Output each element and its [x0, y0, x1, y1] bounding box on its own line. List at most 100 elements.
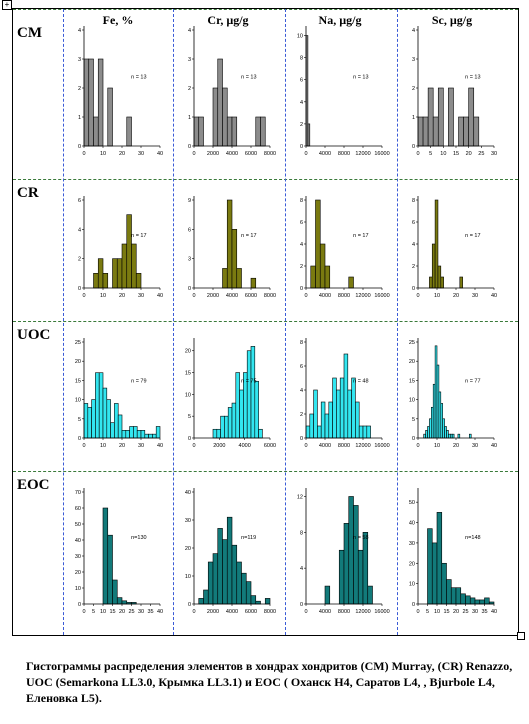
- histogram-bar: [121, 243, 128, 289]
- y-tick-label: 0: [412, 144, 415, 150]
- column-header-fe: Fe, %: [102, 13, 134, 27]
- y-tick-label: 20: [75, 570, 81, 576]
- sample-size-label: n = 13: [241, 75, 256, 81]
- histogram-bar: [97, 258, 104, 289]
- x-tick-label: 8000: [264, 609, 276, 615]
- histogram-cr-4: 0 10 20 30 40 0 2 4 6 n = 17: [78, 196, 163, 299]
- y-tick-label: 50: [75, 522, 81, 528]
- histogram-bar: [255, 600, 261, 605]
- y-tick-label: 10: [297, 34, 303, 40]
- x-tick-label: 10: [434, 293, 440, 299]
- histogram-cr-7: 0 10 20 30 40 0 2 4 6 8 n = 17: [412, 196, 497, 299]
- y-tick-label: 1: [78, 115, 81, 121]
- histogram-bar: [116, 597, 123, 605]
- histogram-bar: [351, 377, 356, 439]
- histogram-bar: [366, 425, 371, 439]
- histogram-bar: [133, 426, 138, 439]
- histogram-bar: [437, 87, 444, 147]
- histogram-bar: [448, 87, 454, 147]
- y-tick-label: 6: [412, 220, 415, 226]
- histogram-bar: [459, 276, 463, 289]
- histogram-bar: [235, 372, 240, 439]
- histogram-bar: [198, 116, 204, 147]
- x-tick-label: 40: [157, 609, 163, 615]
- histogram-bar: [126, 214, 132, 289]
- histogram-bar: [216, 428, 221, 439]
- x-tick-label: 10: [100, 609, 106, 615]
- x-tick-label: 5: [426, 609, 429, 615]
- y-tick-label: 2: [412, 264, 415, 270]
- histogram-bar: [203, 589, 209, 605]
- move-handle-icon[interactable]: +: [2, 0, 12, 10]
- resize-handle[interactable]: [517, 632, 525, 640]
- column-header-cr: Cr, µg/g: [207, 13, 249, 27]
- y-tick-label: 4: [412, 242, 415, 248]
- x-tick-label: 10: [434, 609, 440, 615]
- histogram-bar: [336, 389, 341, 439]
- y-tick-label: 20: [409, 359, 415, 365]
- x-tick-label: 4000: [226, 609, 238, 615]
- x-tick-label: 0: [192, 609, 195, 615]
- row-divider: [13, 471, 518, 472]
- histogram-bar: [112, 258, 118, 289]
- x-tick-label: 0: [82, 443, 85, 449]
- histogram-bar: [315, 199, 321, 289]
- x-tick-label: 0: [416, 443, 419, 449]
- x-tick-label: 20: [466, 151, 472, 157]
- y-tick-label: 3: [412, 57, 415, 63]
- histogram-bar: [450, 587, 457, 605]
- x-tick-label: 10: [100, 443, 106, 449]
- y-tick-label: 6: [300, 78, 303, 84]
- y-tick-label: 50: [409, 500, 415, 506]
- x-tick-label: 4000: [226, 151, 238, 157]
- histogram-bar: [367, 585, 373, 605]
- y-tick-label: 5: [78, 417, 81, 423]
- y-tick-label: 8: [300, 198, 303, 204]
- x-tick-label: 40: [491, 293, 497, 299]
- y-tick-label: 10: [185, 392, 191, 398]
- x-tick-label: 2000: [213, 443, 225, 449]
- x-tick-label: 35: [481, 609, 487, 615]
- histogram-bar: [126, 116, 132, 147]
- y-tick-label: 4: [78, 28, 81, 34]
- y-tick-label: 40: [75, 538, 81, 544]
- histogram-bar: [353, 505, 359, 605]
- histogram-bar: [131, 243, 137, 289]
- sample-size-label: n=148: [465, 535, 480, 541]
- y-tick-label: 0: [300, 286, 303, 292]
- histogram-bar: [436, 512, 443, 605]
- histogram-bar: [254, 380, 259, 439]
- x-tick-label: 25: [478, 151, 484, 157]
- histogram-bar: [212, 87, 219, 147]
- histogram-eoc-13: 0 2000 4000 6000 8000 0 10 20 30 40 n=119: [185, 488, 276, 615]
- column-divider: [397, 9, 398, 635]
- histogram-bar: [348, 276, 354, 289]
- x-tick-label: 15: [443, 609, 449, 615]
- x-tick-label: 4000: [239, 443, 251, 449]
- histogram-bar: [226, 199, 233, 289]
- histogram-bar: [155, 426, 161, 439]
- histogram-bar: [148, 433, 153, 439]
- x-tick-label: 6000: [245, 609, 257, 615]
- x-tick-label: 4000: [319, 293, 331, 299]
- sample-size-label: n = 17: [465, 233, 480, 239]
- x-tick-label: 0: [192, 443, 195, 449]
- y-tick-label: 1: [412, 115, 415, 121]
- x-tick-label: 0: [304, 293, 307, 299]
- histogram-bar: [319, 243, 326, 289]
- histogram-bar: [136, 430, 142, 439]
- x-tick-label: 12000: [355, 151, 370, 157]
- histogram-bar: [441, 562, 447, 605]
- histogram-bar: [484, 597, 490, 605]
- y-tick-label: 2: [78, 257, 81, 263]
- x-tick-label: 16000: [374, 293, 389, 299]
- x-tick-label: 35: [147, 609, 153, 615]
- x-tick-label: 15: [109, 609, 115, 615]
- y-tick-label: 20: [185, 546, 191, 552]
- x-tick-label: 30: [472, 609, 478, 615]
- x-tick-label: 16000: [374, 151, 389, 157]
- y-tick-label: 0: [188, 286, 191, 292]
- histogram-bar: [250, 277, 257, 289]
- y-tick-label: 4: [300, 242, 303, 248]
- histogram-bar: [427, 87, 434, 147]
